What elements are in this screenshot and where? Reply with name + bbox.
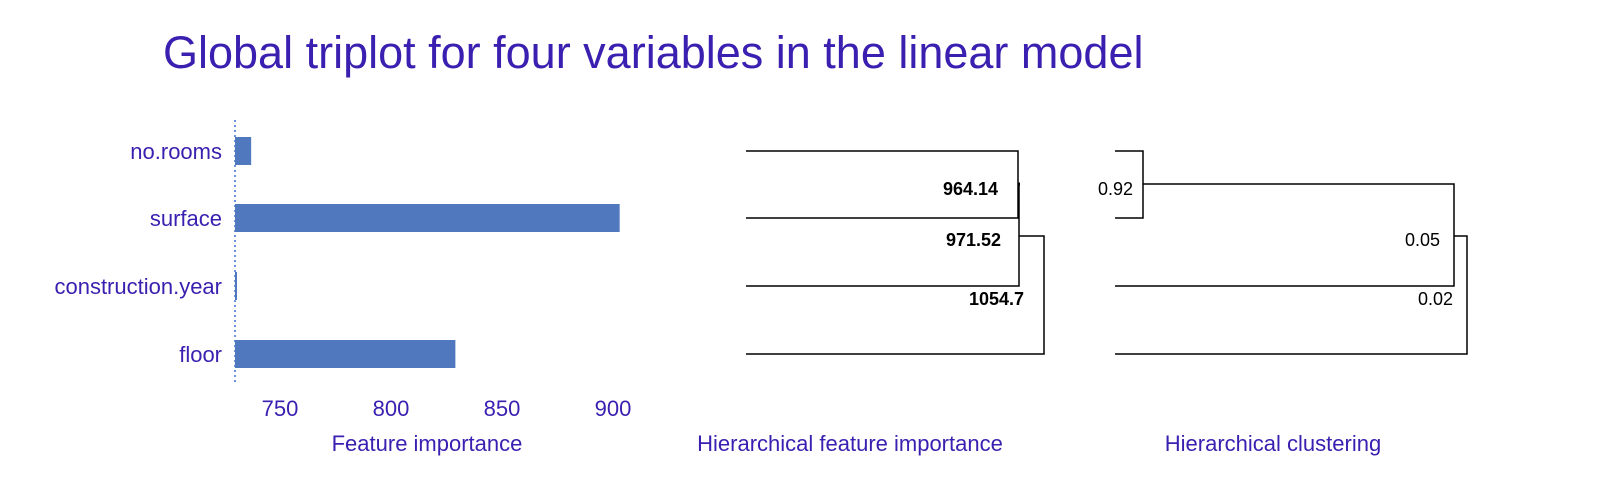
category-label-surface: surface	[150, 206, 222, 231]
feature-importance-panel: Feature importance no.rooms surface constr…	[54, 120, 631, 456]
hc-xlabel: Hierarchical clustering	[1165, 431, 1381, 456]
x-tick-label: 750	[262, 396, 299, 421]
hierarchical-clustering-panel: 0.92 0.05 0.02 Hierarchical clustering	[1098, 151, 1467, 456]
bar-surface	[235, 204, 620, 232]
hfi-label-3: 1054.7	[969, 289, 1024, 309]
chart-title: Global triplot for four variables in the…	[163, 27, 1144, 78]
category-label-no-rooms: no.rooms	[130, 139, 222, 164]
x-tick-label: 900	[595, 396, 632, 421]
category-label-construction-year: construction.year	[54, 274, 222, 299]
x-tick-label: 850	[484, 396, 521, 421]
hierarchical-feature-importance-panel: 964.14 971.52 1054.7 Hierarchical featur…	[697, 151, 1044, 456]
hc-label-3: 0.02	[1418, 289, 1453, 309]
hc-branch-3	[1115, 236, 1467, 354]
bar-floor	[235, 340, 455, 368]
feature-importance-xlabel: Feature importance	[332, 431, 523, 456]
x-tick-label: 800	[373, 396, 410, 421]
hc-branch-2	[1115, 184, 1454, 286]
hc-label-1: 0.92	[1098, 179, 1133, 199]
category-label-floor: floor	[179, 342, 222, 367]
hfi-xlabel: Hierarchical feature importance	[697, 431, 1003, 456]
hfi-label-2: 971.52	[946, 230, 1001, 250]
bar-no-rooms	[235, 137, 251, 165]
bar-construction-year	[235, 272, 237, 300]
hfi-label-1: 964.14	[943, 179, 998, 199]
hc-label-2: 0.05	[1405, 230, 1440, 250]
